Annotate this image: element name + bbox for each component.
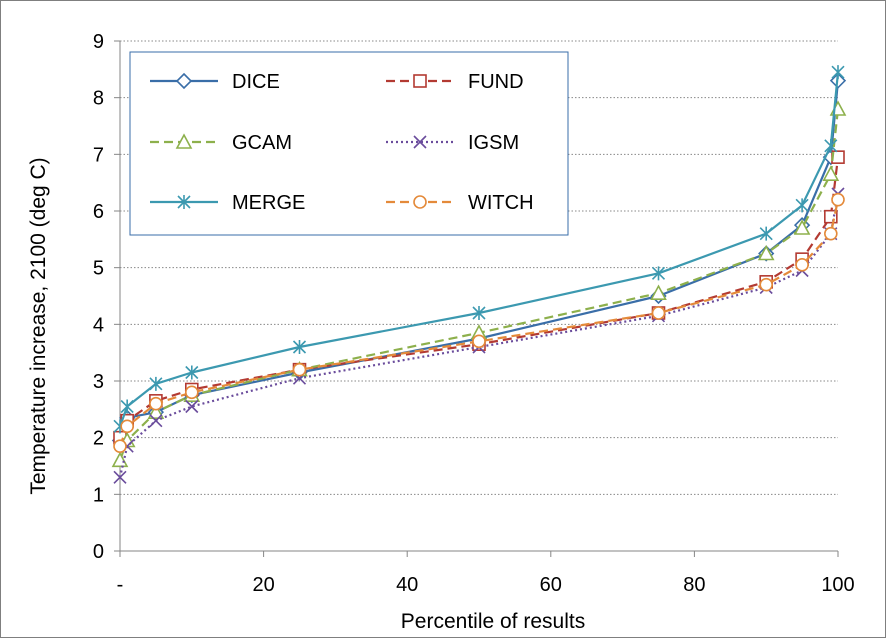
y-axis-title: Temperature increase, 2100 (deg C) [27, 157, 50, 494]
legend-item-gcam: GCAM [150, 132, 292, 154]
legend-item-igsm: IGSM [386, 132, 519, 154]
y-tick-label: 6 [93, 201, 104, 223]
legend-label-dice: DICE [232, 71, 280, 93]
data-point-witch [759, 277, 774, 292]
data-point-gcam [793, 219, 811, 235]
x-tick-label: 20 [252, 574, 274, 596]
x-tick-label: 40 [396, 574, 418, 596]
data-point-witch [185, 385, 199, 400]
series-witch [113, 192, 845, 453]
legend-box [129, 51, 569, 236]
y-tick-label: 8 [93, 88, 104, 110]
legend-label-merge: MERGE [232, 192, 305, 214]
data-point-witch [113, 439, 127, 453]
y-tick-label: 1 [93, 484, 104, 506]
y-tick-label: 4 [93, 314, 104, 336]
legend-swatch-marker-fund [413, 74, 427, 88]
y-tick-label: 2 [93, 428, 104, 450]
data-point-igsm [113, 470, 127, 484]
series-line-igsm [118, 193, 840, 478]
y-tick-label: 5 [93, 258, 104, 280]
x-tick-label: 100 [821, 574, 854, 596]
y-tick-label: 3 [93, 371, 104, 393]
data-point-merge [795, 198, 809, 213]
legend: DICE FUND GCAM IGSM MERGE WITCH [129, 51, 569, 236]
legend-swatch-marker-merge [177, 195, 191, 209]
legend-item-witch: WITCH [386, 192, 534, 214]
data-point-gcam [757, 244, 775, 261]
legend-item-merge: MERGE [150, 192, 305, 214]
axis-layer: 0 1 2 3 4 5 6 7 8 9 - 20 40 60 80 100 [93, 31, 855, 596]
series-gcam [111, 100, 847, 468]
legend-label-fund: FUND [468, 71, 524, 93]
legend-swatch-marker-witch [413, 195, 427, 209]
data-point-merge [472, 306, 486, 320]
data-point-witch [795, 258, 809, 272]
data-point-gcam [822, 165, 840, 181]
legend-label-igsm: IGSM [468, 132, 519, 154]
data-point-merge [759, 226, 773, 241]
legend-swatch-marker-igsm [413, 135, 427, 149]
data-point-witch [651, 306, 666, 320]
x-axis-title: Percentile of results [401, 610, 585, 633]
legend-item-dice: DICE [150, 71, 280, 93]
data-point-gcam [650, 284, 667, 300]
legend-swatch-marker-dice [175, 72, 193, 90]
y-tick-label: 7 [93, 144, 104, 166]
series-layer [111, 65, 847, 484]
data-point-merge [149, 376, 163, 391]
y-tick-label: 0 [93, 541, 104, 563]
series-line-witch [118, 199, 840, 447]
data-point-igsm [185, 399, 199, 414]
legend-swatch-marker-gcam [175, 133, 193, 149]
data-point-gcam [111, 451, 129, 468]
data-point-merge [120, 399, 134, 414]
data-point-merge [185, 365, 199, 380]
x-tick-label: - [117, 574, 124, 596]
y-tick-label: 9 [93, 31, 104, 53]
data-point-witch [120, 419, 134, 434]
x-tick-label: 60 [540, 574, 562, 596]
data-point-igsm [149, 414, 163, 428]
data-point-gcam [147, 403, 165, 419]
legend-label-gcam: GCAM [232, 132, 292, 154]
data-point-merge [824, 138, 838, 153]
data-point-witch [831, 192, 845, 207]
data-point-merge [651, 266, 666, 281]
x-tick-label: 80 [683, 574, 705, 596]
data-point-merge [292, 340, 307, 354]
data-point-witch [824, 226, 838, 241]
data-point-witch [149, 396, 163, 411]
legend-item-fund: FUND [386, 71, 524, 93]
data-point-witch [472, 334, 486, 349]
data-point-merge [831, 65, 845, 80]
legend-label-witch: WITCH [468, 192, 534, 214]
data-point-witch [292, 362, 307, 377]
